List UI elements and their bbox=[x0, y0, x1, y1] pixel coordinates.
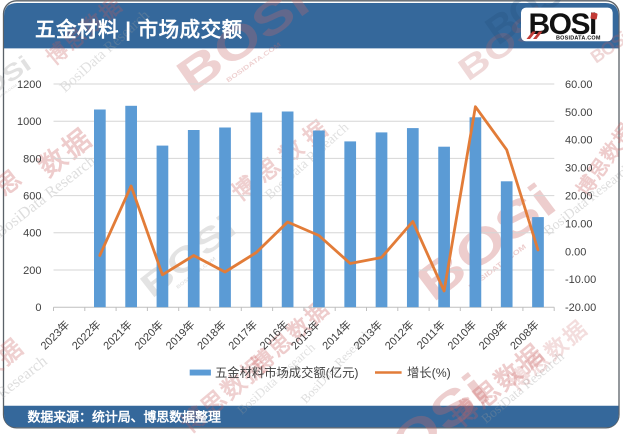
svg-text:0: 0 bbox=[35, 302, 41, 314]
svg-text:1200: 1200 bbox=[17, 79, 41, 91]
svg-text:0.00: 0.00 bbox=[565, 246, 586, 258]
svg-text:50.00: 50.00 bbox=[565, 107, 593, 119]
svg-text:60.00: 60.00 bbox=[565, 79, 593, 91]
svg-text:五金材料市场成交额(亿元): 五金材料市场成交额(亿元) bbox=[215, 365, 358, 380]
svg-text:30.00: 30.00 bbox=[565, 163, 593, 175]
svg-text:600: 600 bbox=[23, 191, 41, 203]
svg-text:40.00: 40.00 bbox=[565, 135, 593, 147]
svg-text:10.00: 10.00 bbox=[565, 218, 593, 230]
svg-text:-10.00: -10.00 bbox=[565, 274, 596, 286]
svg-text:BOSi: BOSi bbox=[529, 8, 597, 41]
svg-text:-20.00: -20.00 bbox=[565, 302, 596, 314]
svg-text:增长(%): 增长(%) bbox=[407, 365, 451, 380]
svg-text:1000: 1000 bbox=[17, 116, 41, 128]
svg-text:400: 400 bbox=[23, 228, 41, 240]
svg-text:200: 200 bbox=[23, 265, 41, 277]
svg-text:数据来源：统计局、博思数据整理: 数据来源：统计局、博思数据整理 bbox=[28, 410, 221, 425]
svg-text:BOSIDATA.COM: BOSIDATA.COM bbox=[556, 35, 601, 41]
svg-text:五金材料 | 市场成交额: 五金材料 | 市场成交额 bbox=[35, 18, 243, 42]
svg-text:800: 800 bbox=[23, 153, 41, 165]
svg-text:20.00: 20.00 bbox=[565, 191, 593, 203]
